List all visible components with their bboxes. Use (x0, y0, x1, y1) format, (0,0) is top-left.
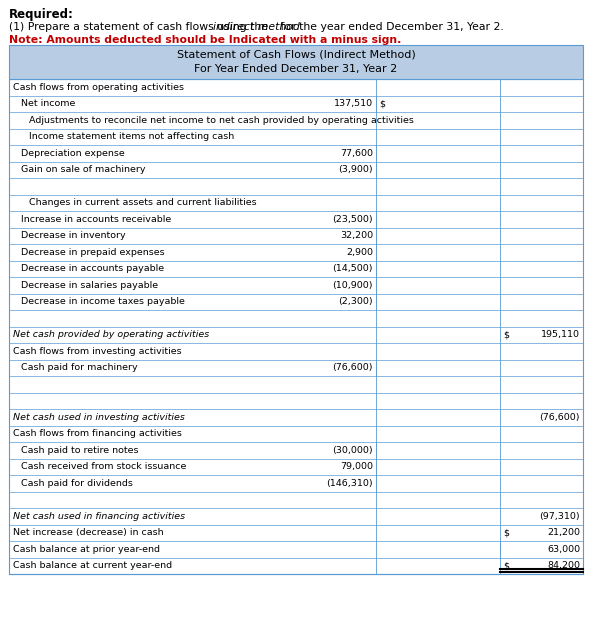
Text: For Year Ended December 31, Year 2: For Year Ended December 31, Year 2 (194, 65, 398, 75)
Text: Net cash used in financing activities: Net cash used in financing activities (13, 512, 185, 521)
Text: $: $ (379, 99, 385, 108)
Text: $: $ (503, 529, 509, 537)
Text: Changes in current assets and current liabilities: Changes in current assets and current li… (29, 198, 256, 208)
Text: 21,200: 21,200 (547, 529, 580, 537)
Text: 195,110: 195,110 (541, 330, 580, 339)
Text: Cash flows from operating activities: Cash flows from operating activities (13, 83, 184, 92)
Text: Decrease in accounts payable: Decrease in accounts payable (21, 264, 164, 273)
Bar (9, 45, 583, 79)
Text: (76,600): (76,600) (333, 363, 373, 372)
Text: (10,900): (10,900) (333, 281, 373, 290)
Text: 84,200: 84,200 (547, 561, 580, 570)
Text: 63,000: 63,000 (547, 545, 580, 554)
Text: Cash balance at current year-end: Cash balance at current year-end (13, 561, 172, 570)
Text: Net increase (decrease) in cash: Net increase (decrease) in cash (13, 529, 163, 537)
Text: 2,900: 2,900 (346, 248, 373, 256)
Text: 77,600: 77,600 (340, 149, 373, 158)
Bar (9, 79, 583, 574)
Text: Cash paid for machinery: Cash paid for machinery (21, 363, 137, 372)
Text: (3,900): (3,900) (338, 166, 373, 174)
Text: Cash paid to retire notes: Cash paid to retire notes (21, 446, 139, 455)
Text: Income statement items not affecting cash: Income statement items not affecting cas… (29, 132, 234, 141)
Text: $: $ (503, 330, 509, 339)
Text: Required:: Required: (9, 8, 74, 21)
Text: $: $ (503, 561, 509, 570)
Text: (1) Prepare a statement of cash flows using the: (1) Prepare a statement of cash flows us… (9, 22, 271, 32)
Text: (97,310): (97,310) (539, 512, 580, 521)
Text: 32,200: 32,200 (340, 231, 373, 240)
Text: indirect method: indirect method (213, 22, 300, 32)
Text: Adjustments to reconcile net income to net cash provided by operating activities: Adjustments to reconcile net income to n… (29, 116, 414, 125)
Text: Note: Amounts deducted should be Indicated with a minus sign.: Note: Amounts deducted should be Indicat… (9, 35, 401, 45)
Text: Depreciation expense: Depreciation expense (21, 149, 125, 158)
Text: Decrease in prepaid expenses: Decrease in prepaid expenses (21, 248, 165, 256)
Text: Gain on sale of machinery: Gain on sale of machinery (21, 166, 146, 174)
Text: Decrease in salaries payable: Decrease in salaries payable (21, 281, 158, 290)
Text: 137,510: 137,510 (334, 99, 373, 108)
Text: Cash received from stock issuance: Cash received from stock issuance (21, 462, 186, 472)
Text: for the year ended December 31, Year 2.: for the year ended December 31, Year 2. (276, 22, 503, 32)
Text: Decrease in income taxes payable: Decrease in income taxes payable (21, 297, 185, 306)
Text: Cash flows from financing activities: Cash flows from financing activities (13, 429, 182, 438)
Text: Increase in accounts receivable: Increase in accounts receivable (21, 215, 171, 224)
Text: Net cash provided by operating activities: Net cash provided by operating activitie… (13, 330, 209, 339)
Text: 79,000: 79,000 (340, 462, 373, 472)
Text: (14,500): (14,500) (333, 264, 373, 273)
Text: Net cash used in investing activities: Net cash used in investing activities (13, 413, 185, 422)
Text: (30,000): (30,000) (332, 446, 373, 455)
Text: (146,310): (146,310) (326, 479, 373, 488)
Text: (2,300): (2,300) (338, 297, 373, 306)
Text: Cash balance at prior year-end: Cash balance at prior year-end (13, 545, 160, 554)
Text: Net income: Net income (21, 99, 75, 108)
Text: Cash paid for dividends: Cash paid for dividends (21, 479, 133, 488)
Text: (23,500): (23,500) (332, 215, 373, 224)
Text: Statement of Cash Flows (Indirect Method): Statement of Cash Flows (Indirect Method… (176, 50, 416, 60)
Text: Decrease in inventory: Decrease in inventory (21, 231, 126, 240)
Text: (76,600): (76,600) (540, 413, 580, 422)
Text: Cash flows from investing activities: Cash flows from investing activities (13, 347, 182, 356)
